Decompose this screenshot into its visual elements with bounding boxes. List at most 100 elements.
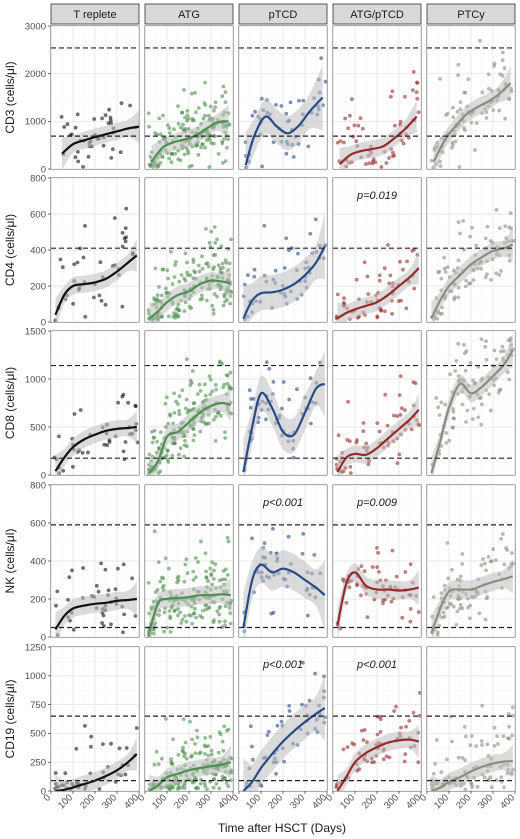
data-point: [172, 127, 176, 132]
data-point: [439, 770, 444, 774]
data-point: [464, 349, 469, 354]
data-point: [502, 785, 506, 790]
data-point: [411, 710, 416, 715]
data-point: [362, 260, 367, 265]
data-point: [169, 151, 174, 156]
data-point: [53, 771, 58, 775]
data-point: [151, 631, 156, 636]
data-point: [502, 349, 506, 353]
data-point: [212, 577, 216, 581]
facet-strip-label: ATG: [178, 9, 200, 21]
data-point: [487, 392, 491, 397]
data-point: [196, 560, 200, 564]
gridlines: [427, 485, 515, 637]
data-point: [117, 746, 122, 751]
data-point: [226, 247, 231, 251]
data-point: [498, 387, 503, 392]
data-point: [415, 96, 420, 101]
data-point: [455, 109, 460, 114]
data-point: [395, 414, 400, 418]
data-point: [250, 744, 254, 749]
data-point: [510, 551, 514, 555]
data-point: [94, 583, 99, 588]
data-point: [436, 405, 441, 410]
data-point: [501, 734, 506, 739]
data-point: [203, 113, 207, 118]
data-point: [184, 756, 189, 761]
facet-panel: [144, 484, 234, 638]
fitted-curve: [54, 254, 138, 316]
data-point: [106, 588, 111, 593]
data-point: [228, 611, 233, 616]
data-point: [468, 743, 473, 748]
data-point: [214, 414, 218, 419]
data-point: [450, 140, 455, 145]
data-point: [185, 113, 190, 118]
panel-content: [53, 206, 138, 322]
facet-panel: [332, 25, 422, 170]
data-point: [176, 402, 180, 406]
data-point: [366, 462, 371, 467]
data-point: [70, 568, 74, 573]
fitted-curve: [336, 738, 420, 791]
data-point: [301, 98, 306, 103]
data-point: [102, 442, 107, 447]
data-point: [500, 532, 505, 536]
data-point: [464, 278, 468, 283]
data-point: [200, 142, 205, 147]
data-point: [211, 267, 216, 272]
data-point: [378, 730, 383, 734]
data-point: [377, 273, 382, 278]
fitted-curve: [242, 245, 326, 319]
data-point: [460, 402, 465, 407]
data-point: [485, 272, 489, 276]
data-point: [479, 739, 484, 743]
data-point: [189, 778, 194, 783]
data-point: [262, 223, 267, 228]
fitted-curve: [150, 120, 229, 163]
data-point: [205, 787, 209, 791]
data-point: [338, 139, 343, 144]
data-point: [147, 452, 152, 457]
data-point: [322, 674, 326, 679]
data-point: [483, 236, 488, 241]
data-point: [172, 391, 177, 396]
facet-panel: [144, 25, 234, 170]
data-point: [400, 406, 404, 411]
data-point: [164, 717, 168, 721]
data-point: [306, 144, 311, 149]
y-tick-label: 1000: [25, 374, 46, 385]
data-point: [147, 124, 152, 129]
data-point: [483, 561, 487, 566]
data-point: [248, 405, 253, 410]
y-tick-label: 500: [30, 729, 46, 740]
data-point: [185, 410, 190, 415]
data-point: [387, 156, 391, 160]
x-tick-label: 300: [476, 792, 495, 811]
data-point: [431, 595, 436, 599]
facet-panel: [426, 330, 516, 476]
data-point: [196, 263, 201, 268]
data-point: [103, 113, 108, 117]
data-point: [506, 736, 510, 741]
data-point: [161, 576, 166, 581]
data-point: [180, 110, 184, 115]
data-point: [213, 105, 218, 110]
data-point: [81, 255, 86, 260]
data-point: [191, 569, 196, 574]
data-point: [99, 561, 103, 566]
data-point: [217, 619, 222, 624]
data-point: [365, 615, 370, 619]
data-point: [166, 123, 170, 127]
data-point: [202, 101, 207, 105]
data-point: [443, 402, 447, 407]
data-point: [167, 131, 172, 135]
y-tick-label: 800: [30, 480, 46, 491]
panel-content: [146, 529, 233, 637]
data-point: [361, 738, 366, 742]
x-tick-label: 100: [244, 792, 263, 811]
data-point: [179, 621, 184, 625]
data-point: [300, 702, 304, 707]
data-point: [218, 578, 222, 583]
data-point: [265, 733, 270, 737]
